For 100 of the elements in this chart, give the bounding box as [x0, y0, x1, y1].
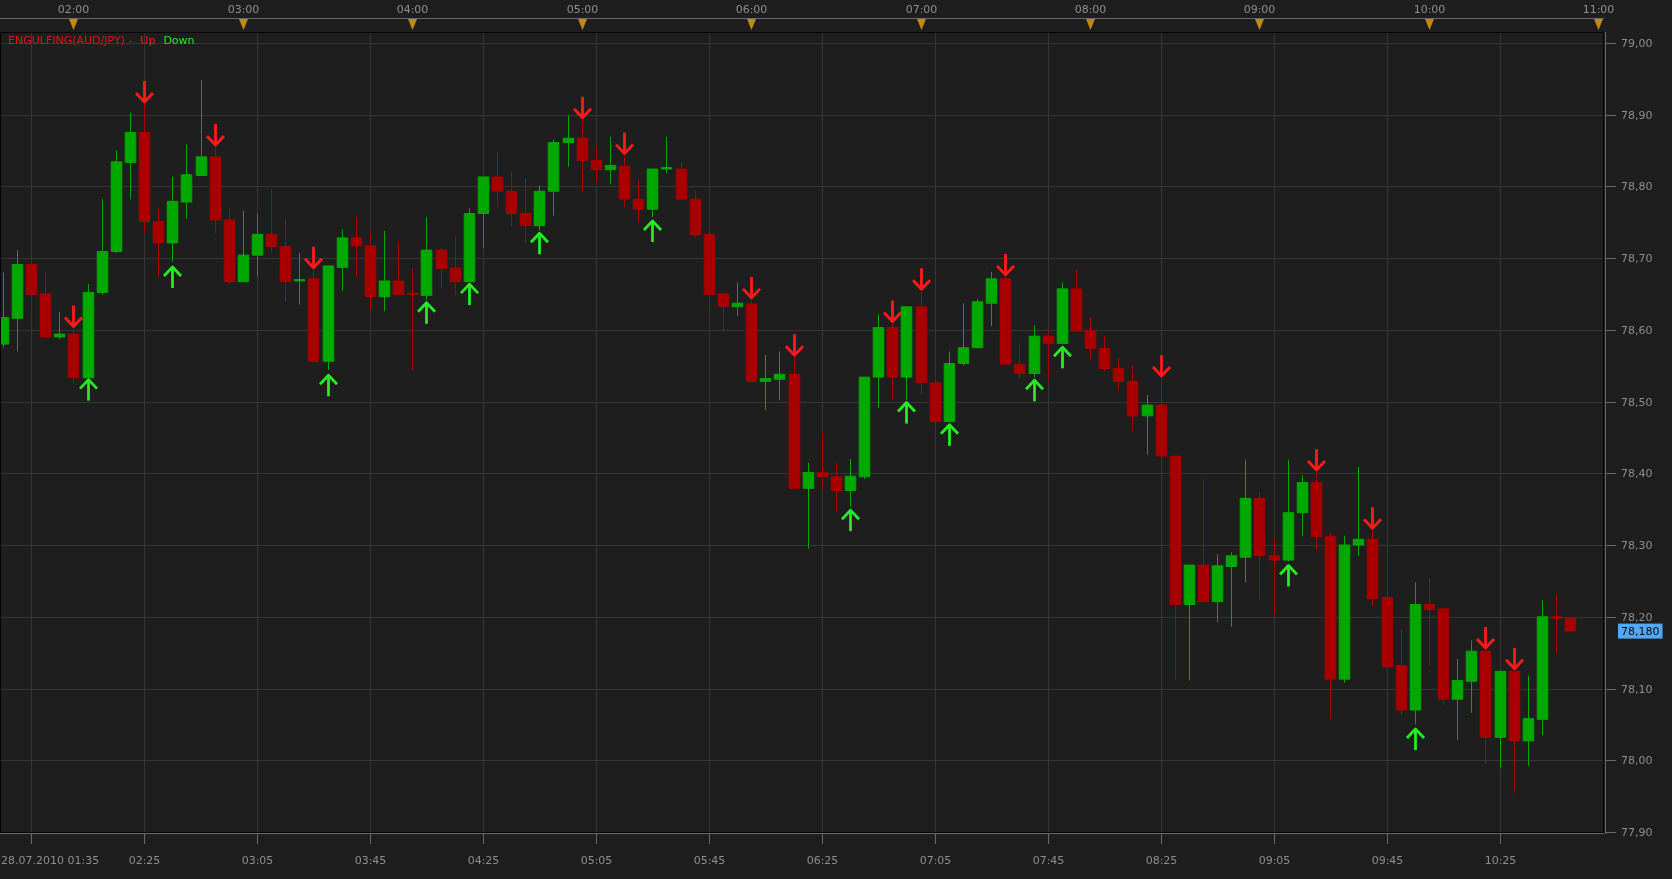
x-tick-label: 07:45	[1032, 853, 1065, 867]
candlestick	[336, 228, 349, 292]
candlestick	[166, 176, 179, 263]
x-tick-label: 05:05	[580, 853, 613, 867]
candlestick	[449, 235, 462, 296]
candlestick	[96, 198, 109, 296]
candlestick	[604, 136, 617, 185]
candlestick	[1126, 365, 1139, 432]
candlestick	[1395, 629, 1408, 716]
candlestick	[279, 218, 292, 303]
candlestick	[547, 139, 560, 217]
candlestick	[773, 350, 786, 401]
candlestick	[1352, 466, 1365, 557]
candlestick	[322, 265, 335, 371]
x2-tick-label: 10:00	[1413, 2, 1446, 16]
candlestick	[646, 168, 659, 218]
candlestick	[1381, 549, 1394, 668]
candlestick	[110, 149, 123, 254]
candlestick	[1042, 329, 1055, 381]
candlestick	[53, 311, 66, 340]
x-tick-label: 03:05	[241, 853, 274, 867]
candlestick	[985, 271, 998, 327]
candlestick	[788, 357, 801, 489]
candlestick	[590, 145, 603, 185]
candlestick	[195, 79, 208, 177]
x-tick-label: 02:25	[128, 853, 161, 867]
x-tick-label: 08:25	[1145, 853, 1178, 867]
x-tick-label: 10:25	[1484, 853, 1517, 867]
candlestick	[1056, 281, 1069, 344]
candlestick	[562, 114, 575, 168]
candlestick	[1310, 472, 1323, 551]
candlestick	[251, 213, 264, 278]
candlestick	[1508, 670, 1521, 794]
x-tick-label: 04:25	[467, 853, 500, 867]
candlestick	[1423, 577, 1436, 667]
candlestick	[1296, 474, 1309, 537]
candlestick	[1550, 594, 1563, 654]
candlestick	[745, 299, 758, 382]
y-tick-label: 78,00	[1621, 754, 1653, 767]
candlestick	[872, 313, 885, 409]
candlestick	[717, 293, 730, 333]
candlestick	[971, 298, 984, 349]
candlestick	[802, 461, 815, 550]
x2-tick-label: 08:00	[1074, 2, 1107, 16]
text: 28.07.2010 01:35	[1, 853, 100, 867]
y-tick-label: 78,10	[1621, 683, 1653, 696]
candlestick	[731, 281, 744, 317]
candlestick	[1155, 378, 1168, 460]
candlestick	[180, 144, 193, 220]
candlestick	[1564, 617, 1577, 632]
candlestick	[350, 215, 363, 278]
candlestick	[378, 230, 391, 312]
candlestick	[307, 269, 320, 362]
x2-tick-label: 11:00	[1582, 2, 1615, 16]
candlestick	[1084, 317, 1097, 361]
candlestick	[1465, 639, 1478, 714]
candlestick	[1013, 342, 1026, 379]
candlestick	[39, 271, 52, 339]
candlestick	[943, 350, 956, 423]
candlestick	[1225, 551, 1238, 628]
candlestick	[435, 247, 448, 289]
candlestick	[1338, 535, 1351, 684]
candlestick	[915, 291, 928, 395]
candlestick	[1211, 553, 1224, 623]
candlestick	[1366, 530, 1379, 607]
candlestick	[1070, 269, 1083, 332]
x2-tick-label: 05:00	[566, 2, 599, 16]
candlestick	[477, 176, 490, 249]
candlestick	[689, 190, 702, 239]
candlestick	[152, 208, 165, 278]
candlestick	[957, 302, 970, 367]
candlestick	[223, 206, 236, 285]
candlestick	[82, 283, 95, 379]
candlestick	[886, 323, 899, 401]
candlestick	[1197, 479, 1210, 603]
candlestick	[293, 252, 306, 306]
candlestick	[1324, 532, 1337, 720]
candlestick	[392, 240, 405, 296]
candlestick	[660, 136, 673, 174]
candlestick	[1437, 608, 1450, 706]
candlestick	[929, 375, 942, 432]
candlestick	[1522, 675, 1535, 767]
x2-tick-label: 06:00	[735, 2, 768, 16]
candlestick	[999, 276, 1012, 365]
legend-title: ENGULFING(AUD/JPY) -	[8, 33, 133, 47]
x-tick-label: 07:05	[919, 853, 952, 867]
candlestick	[675, 161, 688, 200]
x-tick-label: 03:45	[354, 853, 387, 867]
candlestick	[858, 376, 871, 480]
candlestick	[576, 119, 589, 193]
y-tick-label: 78,30	[1621, 539, 1653, 552]
y-tick-label: 78,20	[1621, 611, 1653, 624]
candlestick	[25, 258, 38, 307]
candlestick	[138, 103, 151, 235]
candlestick	[463, 208, 476, 283]
candlestick	[1183, 564, 1196, 682]
candlestick	[11, 249, 24, 352]
candlestick	[1479, 649, 1492, 765]
candlestick	[1409, 581, 1422, 725]
candlestick	[830, 462, 843, 514]
